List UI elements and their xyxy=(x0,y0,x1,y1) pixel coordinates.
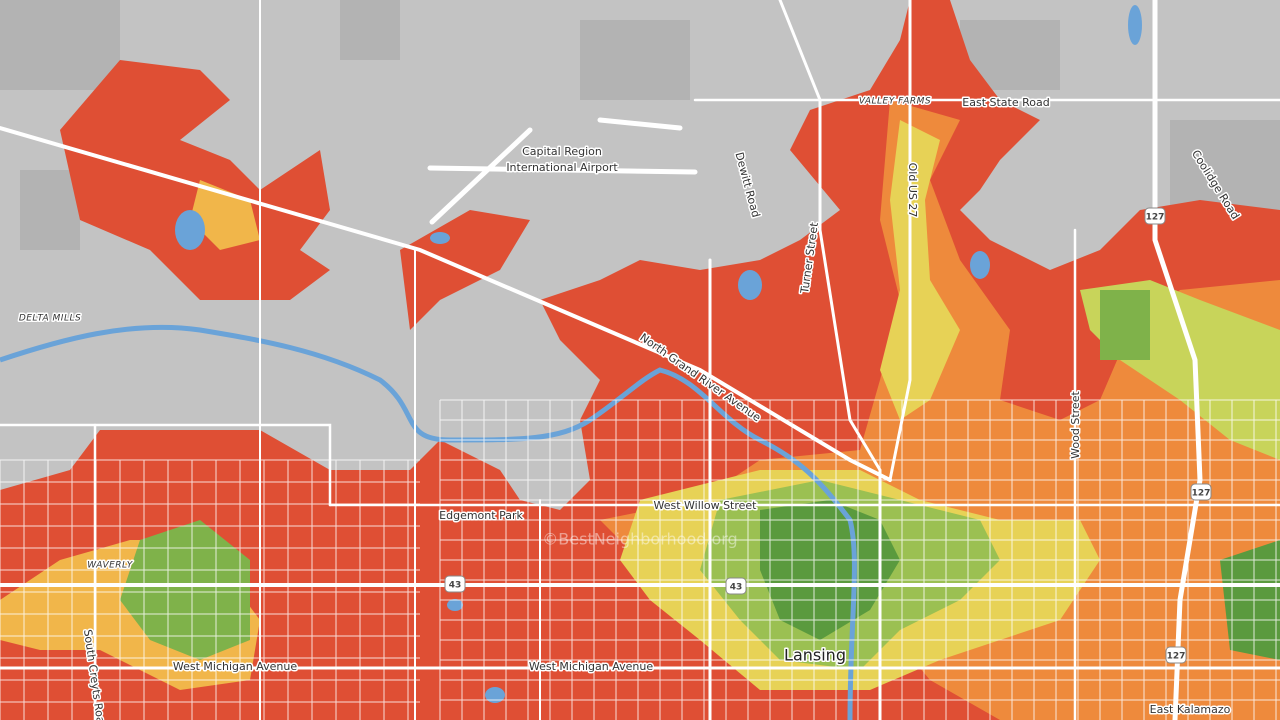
river xyxy=(0,324,857,720)
map-label: West Michigan Avenue xyxy=(529,660,653,673)
map-label: East Kalamazo xyxy=(1150,703,1231,716)
map-label: DELTA MILLS xyxy=(19,314,81,324)
route-number: 43 xyxy=(449,581,462,591)
map-label: WAVERLY xyxy=(87,561,133,571)
route-number: 127 xyxy=(1167,652,1186,662)
water xyxy=(175,5,1142,703)
route-shield xyxy=(1165,646,1187,664)
route-number: 43 xyxy=(730,583,743,593)
built-areas xyxy=(0,0,1280,250)
map-label: West Michigan Avenue xyxy=(173,660,297,673)
map-label: ©BestNeighborhood.org xyxy=(542,530,737,549)
route-shield xyxy=(444,575,466,593)
route-number: 127 xyxy=(1146,213,1165,223)
map-label: Old US 27 xyxy=(906,163,919,218)
route-shield xyxy=(1190,483,1212,501)
map-label: Wood Street xyxy=(1069,391,1082,459)
route-number: 127 xyxy=(1192,489,1211,499)
map-label: Edgemont Park xyxy=(439,509,523,522)
map-label: East State Road xyxy=(962,96,1049,109)
map-label: VALLEY FARMS xyxy=(859,97,931,107)
map-label: Capital Region xyxy=(522,145,602,158)
route-shield xyxy=(725,577,747,595)
map-label: West Willow Street xyxy=(654,499,758,512)
map-label: Lansing xyxy=(784,646,846,665)
street-grid xyxy=(0,399,1280,720)
route-shield xyxy=(1144,207,1166,225)
map-label: International Airport xyxy=(506,161,618,174)
